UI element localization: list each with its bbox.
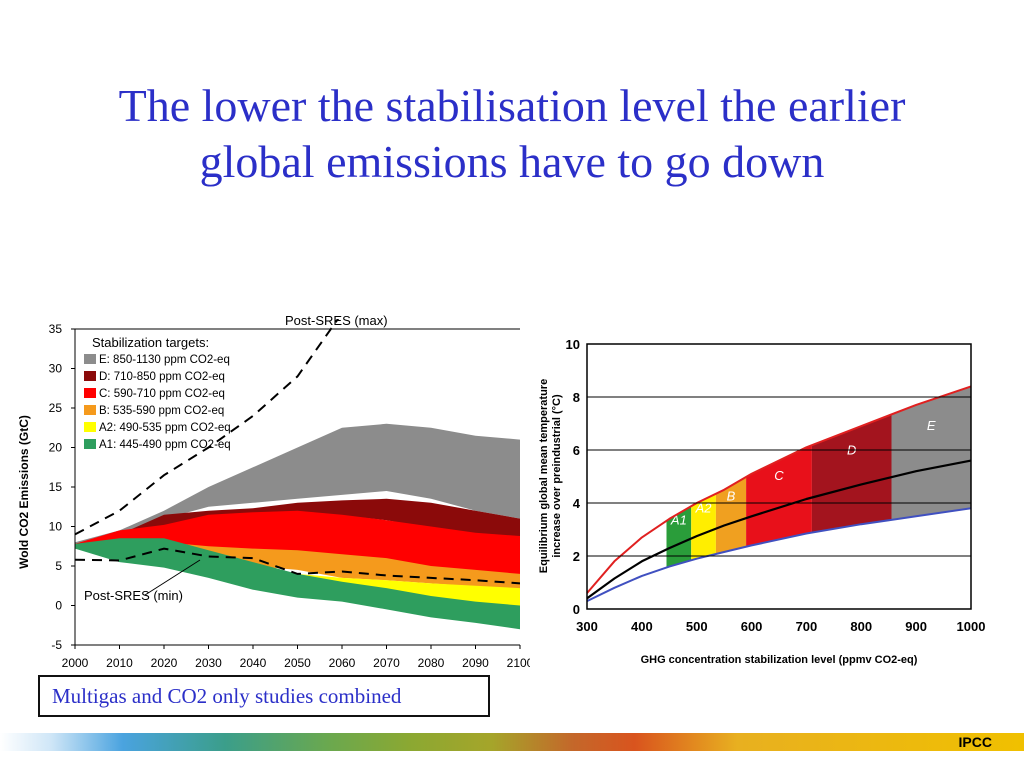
post-sres-max-label: Post-SRES (max) — [285, 313, 388, 328]
emissions-x-tick-label: 2040 — [240, 656, 267, 670]
emissions-line-group — [75, 319, 520, 596]
emissions-band-group — [75, 423, 520, 630]
emissions-y-tick-label: 30 — [49, 362, 63, 376]
temp-y-tick-label: 4 — [573, 496, 581, 511]
legend-swatch-c — [84, 388, 96, 398]
temp-band-label-c: C — [774, 468, 784, 483]
legend-label-a1: A1: 445-490 ppm CO2-eq — [99, 439, 231, 451]
temp-y-tick-label: 0 — [573, 602, 580, 617]
emissions-x-tick-label: 2050 — [284, 656, 311, 670]
temp-lower-curve — [586, 507, 972, 602]
post-sres-max-line — [75, 319, 340, 536]
emissions-y-axis-label: Wold CO2 Emissions (GtC) — [17, 415, 31, 569]
band-a1 — [75, 538, 520, 630]
emissions-legend-title: Stabilization targets: — [92, 335, 209, 350]
temp-band-label-a1: A1 — [670, 513, 687, 528]
emissions-x-tick-label: 2010 — [106, 656, 133, 670]
temp-band-a2 — [691, 493, 716, 561]
legend-label-c: C: 590-710 ppm CO2-eq — [99, 388, 225, 400]
legend-swatch-e — [84, 354, 96, 364]
emissions-y-tick-label: 35 — [49, 322, 63, 336]
emissions-y-tick-label: 5 — [55, 559, 62, 573]
footer-gradient-bar — [0, 733, 1024, 751]
post-sres-min-label: Post-SRES (min) — [84, 588, 183, 603]
temp-band-b — [715, 477, 747, 554]
temp-best-estimate-curve — [586, 459, 972, 600]
post-sres-min-line — [75, 547, 520, 585]
temperature-axes: 0 2 4 6 8 10 300 400 500 600 700 800 900 1000 — [566, 337, 986, 634]
caption-box: Multigas and CO2 only studies combined — [38, 675, 490, 717]
emissions-y-tick-label: 25 — [49, 401, 63, 415]
temp-band-d — [811, 414, 892, 533]
legend-label-b: B: 535-590 ppm CO2-eq — [99, 405, 224, 417]
emissions-axes: -5 0 5 10 15 20 25 30 35 2000 2010 2020 2030 2040 2050… — [49, 322, 530, 670]
slide-title-line-1: The lower the stabilisation level the ea… — [118, 80, 906, 131]
emissions-x-tick-label: 2060 — [329, 656, 356, 670]
legend-swatch-a2 — [84, 422, 96, 432]
temp-x-tick-label: 800 — [850, 619, 872, 634]
legend-swatch-b — [84, 405, 96, 415]
emissions-y-tick-label: 20 — [49, 441, 63, 455]
band-d — [75, 498, 520, 546]
emissions-x-tick-label: 2090 — [462, 656, 489, 670]
temp-x-tick-label: 300 — [576, 619, 598, 634]
temperature-y-axis-label-1: Equilibrium global mean temperature — [538, 379, 550, 573]
footer-label: IPCC — [958, 734, 992, 750]
emissions-x-tick-label: 2020 — [151, 656, 178, 670]
temp-band-label-e: E — [927, 418, 936, 433]
temp-plot-frame — [586, 343, 972, 610]
emissions-chart: -5 0 5 10 15 20 25 30 35 2000 2010 2020 2030 2040 2050… — [17, 313, 530, 670]
legend-label-a2: A2: 490-535 ppm CO2-eq — [99, 422, 231, 434]
temperature-y-axis-label-2: increase over preindustrial (°C) — [551, 394, 563, 558]
slide-title-line-2: global emissions have to go down — [199, 136, 825, 187]
emissions-y-tick-label: 15 — [49, 480, 63, 494]
legend-label-d: D: 710-850 ppm CO2-eq — [99, 371, 225, 383]
temp-band-label-a2: A2 — [695, 501, 713, 516]
post-sres-min-pointer — [144, 559, 201, 596]
temp-band-a1 — [666, 506, 692, 568]
temp-band-e — [891, 386, 971, 520]
legend-swatch-d — [84, 371, 96, 381]
band-e — [75, 423, 520, 544]
temp-x-tick-label: 400 — [631, 619, 653, 634]
emissions-x-tick-label: 2070 — [373, 656, 400, 670]
caption-text: Multigas and CO2 only studies combined — [52, 683, 402, 708]
slide-title: The lower the stabilisation level the ea… — [20, 78, 1004, 190]
temperature-line-group — [586, 385, 972, 602]
temp-band-c — [746, 445, 812, 547]
temp-y-tick-label: 10 — [566, 337, 580, 352]
emissions-x-tick-label: 2000 — [62, 656, 89, 670]
emissions-legend: Stabilization targets: E: 850-1130 ppm CO… — [84, 335, 231, 451]
temp-band-label-b: B — [727, 489, 736, 504]
temp-x-tick-label: 600 — [741, 619, 763, 634]
temp-y-tick-label: 8 — [573, 390, 580, 405]
emissions-x-tick-label: 2080 — [418, 656, 445, 670]
temp-y-tick-label: 2 — [573, 549, 580, 564]
emissions-y-tick-label: 10 — [49, 520, 63, 534]
temp-x-tick-label: 900 — [905, 619, 927, 634]
temperature-x-axis-label: GHG concentration stabilization level (p… — [641, 654, 918, 666]
emissions-x-tick-label: 2100 — [507, 656, 530, 670]
emissions-y-tick-label: -5 — [51, 638, 62, 652]
temp-x-tick-label: 1000 — [957, 619, 986, 634]
temp-x-tick-label: 700 — [796, 619, 818, 634]
legend-swatch-a1 — [84, 439, 96, 449]
emissions-x-tick-label: 2030 — [195, 656, 222, 670]
temp-upper-curve — [586, 385, 972, 594]
emissions-y-tick-label: 0 — [55, 599, 62, 613]
temp-y-tick-label: 6 — [573, 443, 580, 458]
legend-label-e: E: 850-1130 ppm CO2-eq — [99, 354, 230, 366]
temp-x-tick-label: 500 — [686, 619, 708, 634]
